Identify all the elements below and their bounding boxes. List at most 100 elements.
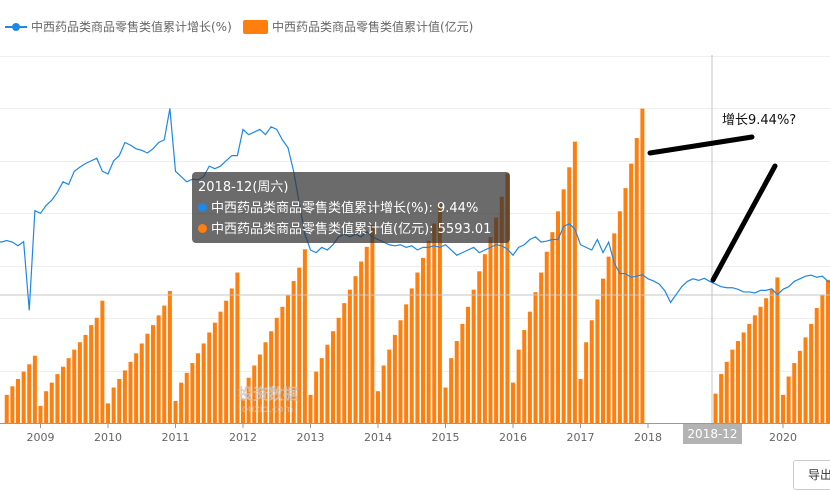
bar xyxy=(21,371,26,423)
bar xyxy=(443,387,448,423)
bar xyxy=(809,323,814,423)
bar xyxy=(527,311,532,423)
bar xyxy=(775,277,780,423)
bar xyxy=(826,279,830,423)
bar xyxy=(589,320,594,423)
legend-bar-label[interactable]: 中西药品类商品零售类值累计值(亿元) xyxy=(272,19,473,34)
bar xyxy=(201,343,206,423)
bar xyxy=(162,305,167,423)
bar xyxy=(730,349,735,423)
bar xyxy=(747,323,752,423)
x-tick-label: 2016 xyxy=(499,431,527,444)
bar xyxy=(629,163,634,423)
bar xyxy=(814,308,819,423)
bar xyxy=(207,332,212,423)
bar xyxy=(505,173,510,423)
bar xyxy=(347,289,352,423)
x-axis-ticks: 2009 2010 2011 2012 2013 2014 2015 2016 2017 2018… xyxy=(27,423,797,444)
watermark-main: 投资数据 xyxy=(238,385,299,403)
bar xyxy=(331,331,335,423)
bar xyxy=(336,317,341,423)
bar xyxy=(353,276,358,423)
x-tick-label: 2014 xyxy=(364,431,392,444)
bar xyxy=(38,405,43,423)
bar xyxy=(241,398,245,423)
bar xyxy=(212,322,217,423)
bar xyxy=(415,272,420,423)
tooltip-line-dot xyxy=(198,203,207,212)
bar xyxy=(10,386,15,423)
bar xyxy=(246,377,251,423)
bar xyxy=(820,294,825,423)
tooltip-bar-text: 中西药品类商品零售类值累计值(亿元): 5593.01 xyxy=(211,222,492,237)
bar xyxy=(803,337,808,423)
bar xyxy=(128,361,133,423)
annotation-strokes xyxy=(647,134,778,283)
bar xyxy=(797,350,802,423)
bar xyxy=(595,299,600,423)
bar-series xyxy=(4,108,830,423)
bar xyxy=(482,254,487,423)
bar xyxy=(32,355,37,423)
chart-canvas: 中西药品类商品零售类值累计增长(%) 中西药品类商品零售类值累计值(亿元) 20… xyxy=(0,19,830,444)
tooltip-bar-dot xyxy=(198,224,207,233)
bar xyxy=(601,278,605,423)
x-tick-label: 2013 xyxy=(297,431,325,444)
bar xyxy=(640,108,645,423)
bar xyxy=(16,378,20,423)
bar xyxy=(612,233,617,423)
legend-line-label[interactable]: 中西药品类商品零售类值累计增长(%) xyxy=(31,19,232,34)
bar xyxy=(426,240,431,423)
bar xyxy=(145,333,150,423)
tooltip-title: 2018-12(周六) xyxy=(198,180,289,195)
bar xyxy=(286,294,290,423)
tooltip-line-text: 中西药品类商品零售类值累计增长(%): 9.44% xyxy=(211,201,479,216)
bar xyxy=(106,403,110,423)
bar xyxy=(539,272,544,423)
bar xyxy=(297,267,302,423)
bar xyxy=(381,365,386,423)
bar xyxy=(370,224,375,423)
bar xyxy=(578,378,583,423)
bar xyxy=(235,272,240,423)
bar xyxy=(432,223,437,423)
bar xyxy=(359,261,364,423)
x-tick-label: 2012 xyxy=(229,431,257,444)
bar xyxy=(477,271,482,423)
bar xyxy=(218,311,223,423)
bar xyxy=(752,315,757,423)
bar xyxy=(100,300,105,423)
bar xyxy=(314,371,319,423)
line-series xyxy=(0,108,830,311)
legend: 中西药品类商品零售类值累计增长(%) 中西药品类商品零售类值累计值(亿元) xyxy=(5,19,473,34)
bar xyxy=(308,394,313,423)
bar xyxy=(291,281,296,423)
legend-bar-swatch xyxy=(243,20,268,34)
annotation-text: 增长9.44%? xyxy=(722,113,797,128)
chart-tooltip: 2018-12(周六) 中西药品类商品零售类值累计增长(%): 9.44% 中西… xyxy=(192,172,510,243)
bar xyxy=(44,391,49,423)
bar xyxy=(167,290,172,423)
bar xyxy=(786,376,791,423)
tooltip-bar-row: 中西药品类商品零售类值累计值(亿元): 5593.01 xyxy=(198,219,510,240)
bar xyxy=(134,353,139,423)
bar xyxy=(190,363,195,423)
bar xyxy=(263,342,268,423)
bar xyxy=(4,394,9,423)
bar xyxy=(139,343,144,423)
bar xyxy=(72,349,77,423)
bar xyxy=(257,354,262,423)
bar xyxy=(392,334,397,423)
x-tick-label: 2017 xyxy=(567,431,595,444)
bar xyxy=(494,217,499,423)
bar xyxy=(122,370,127,423)
bar xyxy=(364,246,369,423)
growth-line xyxy=(0,108,830,311)
bar xyxy=(769,289,774,423)
bar xyxy=(173,400,178,423)
bar xyxy=(544,251,549,423)
annotation-stroke-1 xyxy=(647,134,755,156)
bar xyxy=(556,211,560,423)
annotation-stroke-2 xyxy=(710,163,778,283)
export-button[interactable]: 导出 xyxy=(793,460,830,490)
